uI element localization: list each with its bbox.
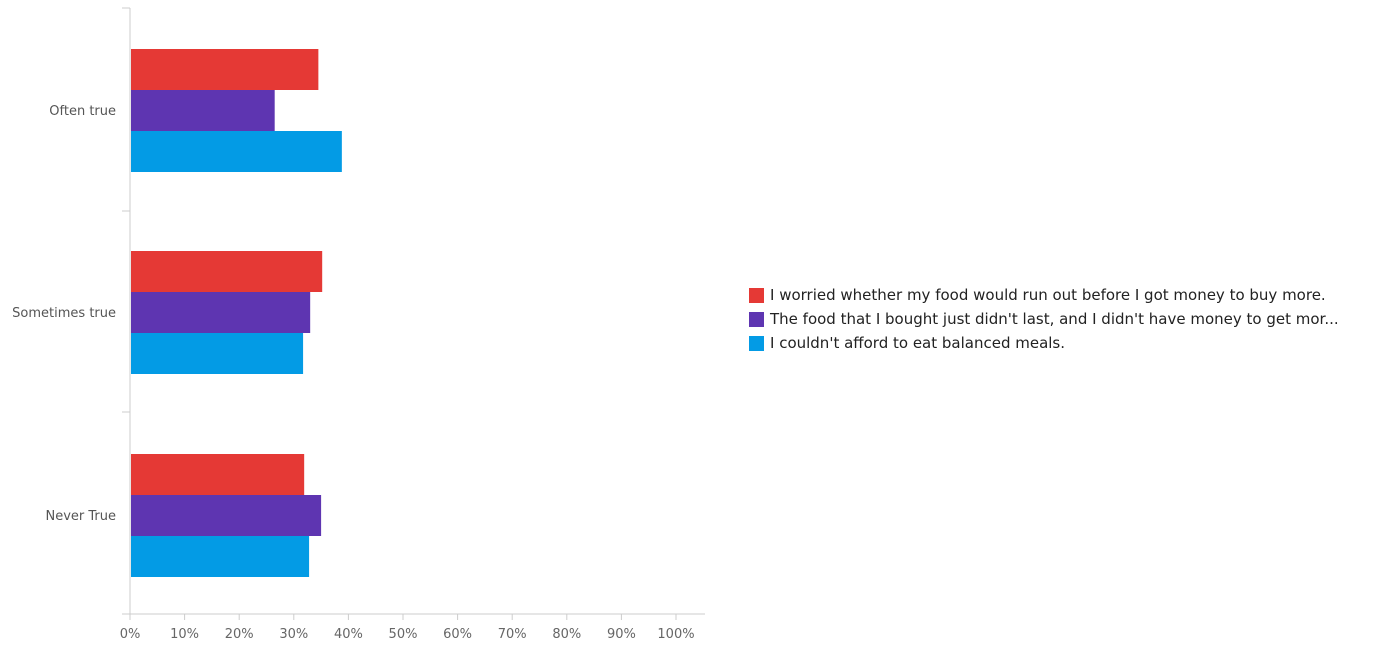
x-tick-label: 100% [657,627,694,642]
legend-swatch [749,311,764,327]
category-label: Often true [49,104,116,119]
bar [131,131,342,172]
bar [131,251,323,292]
legend-swatch [749,335,764,351]
x-tick-label: 20% [225,627,254,642]
category-label: Sometimes true [12,306,116,321]
x-tick-label: 70% [498,627,527,642]
x-tick-label: 10% [170,627,199,642]
chart-axes [122,7,705,620]
chart-bars [131,49,342,577]
x-tick-label: 50% [389,627,418,642]
bar [131,536,310,577]
bar [131,292,311,333]
legend-item[interactable]: I couldn't afford to eat balanced meals. [749,331,1339,355]
x-tick-label: 30% [279,627,308,642]
legend-label: The food that I bought just didn't last,… [770,310,1339,328]
category-label: Never True [45,509,116,524]
legend-swatch [749,287,764,303]
x-tick-label: 60% [443,627,472,642]
legend-item[interactable]: I worried whether my food would run out … [749,283,1339,307]
bar [131,454,305,495]
legend-item[interactable]: The food that I bought just didn't last,… [749,307,1339,331]
bar [131,333,304,374]
bar [131,90,275,131]
bar [131,495,322,536]
category-labels: Often true Sometimes true Never True [12,104,116,524]
bar [131,49,319,90]
legend-label: I couldn't afford to eat balanced meals. [770,334,1066,352]
chart-legend: I worried whether my food would run out … [749,283,1339,355]
x-tick-label: 90% [607,627,636,642]
x-tick-label: 80% [552,627,581,642]
x-tick-labels: 0% 10% 20% 30% 40% 50% 60% 70% 80% 90% 100% [120,627,695,642]
x-tick-label: 40% [334,627,363,642]
x-tick-label: 0% [120,627,141,642]
legend-label: I worried whether my food would run out … [770,286,1326,304]
